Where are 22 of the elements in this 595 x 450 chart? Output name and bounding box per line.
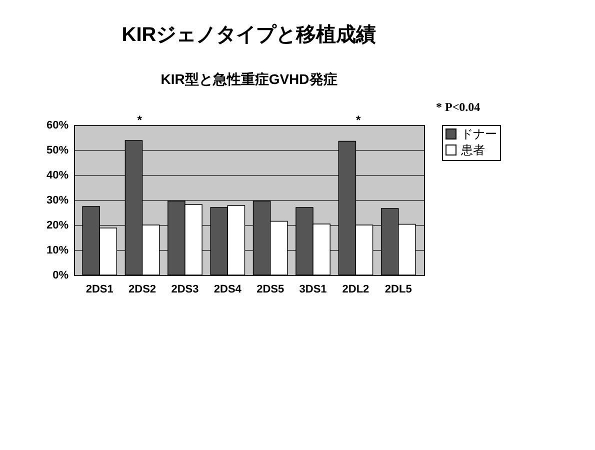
y-tick-label: 40% (46, 170, 69, 182)
x-tick-label: 2DS5 (256, 284, 284, 296)
y-tick-label: 0% (52, 270, 69, 282)
text: * P<0.04 (436, 100, 480, 114)
legend-label: 患者 (460, 143, 485, 157)
y-tick-label: 20% (46, 220, 69, 232)
y-tick-label: 60% (46, 120, 69, 132)
annotation: * (356, 113, 362, 127)
annotation: * (137, 113, 142, 127)
x-tick-label: 2DL2 (342, 284, 370, 296)
x-tick-label: 2DS3 (171, 284, 199, 296)
x-tick-label: 2DL5 (384, 284, 412, 296)
legend-label: ドナー (461, 127, 497, 141)
y-tick-label: 50% (46, 144, 69, 156)
y-tick-label: 30% (46, 194, 69, 206)
x-tick-label: 2DS2 (128, 284, 156, 296)
x-tick-label: 2DS1 (86, 284, 114, 296)
chart-subtitle: KIR型と急性重症GVHD発症 (160, 71, 338, 87)
x-tick-label: 2DS4 (214, 284, 242, 296)
chart-title: KIRジェノタイプと移植成績 (122, 23, 376, 46)
y-tick-label: 10% (46, 244, 69, 256)
x-tick-label: 3DS1 (299, 284, 327, 296)
